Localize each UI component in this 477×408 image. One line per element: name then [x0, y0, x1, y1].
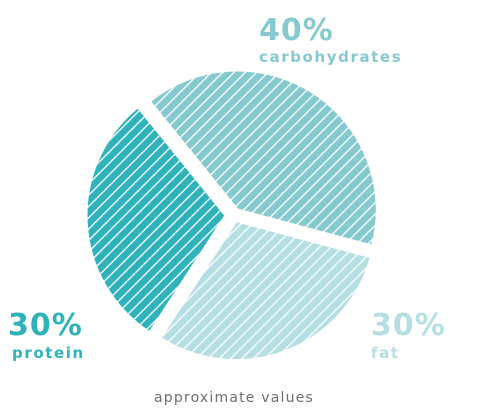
- pie-slice-protein: [84, 105, 228, 335]
- pie-slice-carbohydrates: [147, 68, 379, 248]
- slice-value-label-fat: 30%: [371, 308, 446, 343]
- pie-slices: [84, 68, 379, 363]
- footnote-approximate-values: approximate values: [154, 390, 314, 406]
- slice-value-label-protein: 30%: [8, 308, 83, 343]
- slice-name-label-carbohydrates: carbohydrates: [259, 48, 402, 66]
- pie-slice-fat: [158, 219, 373, 363]
- slice-name-label-fat: fat: [371, 344, 400, 362]
- slice-name-label-protein: protein: [12, 344, 85, 362]
- slice-value-label-carbohydrates: 40%: [259, 13, 334, 48]
